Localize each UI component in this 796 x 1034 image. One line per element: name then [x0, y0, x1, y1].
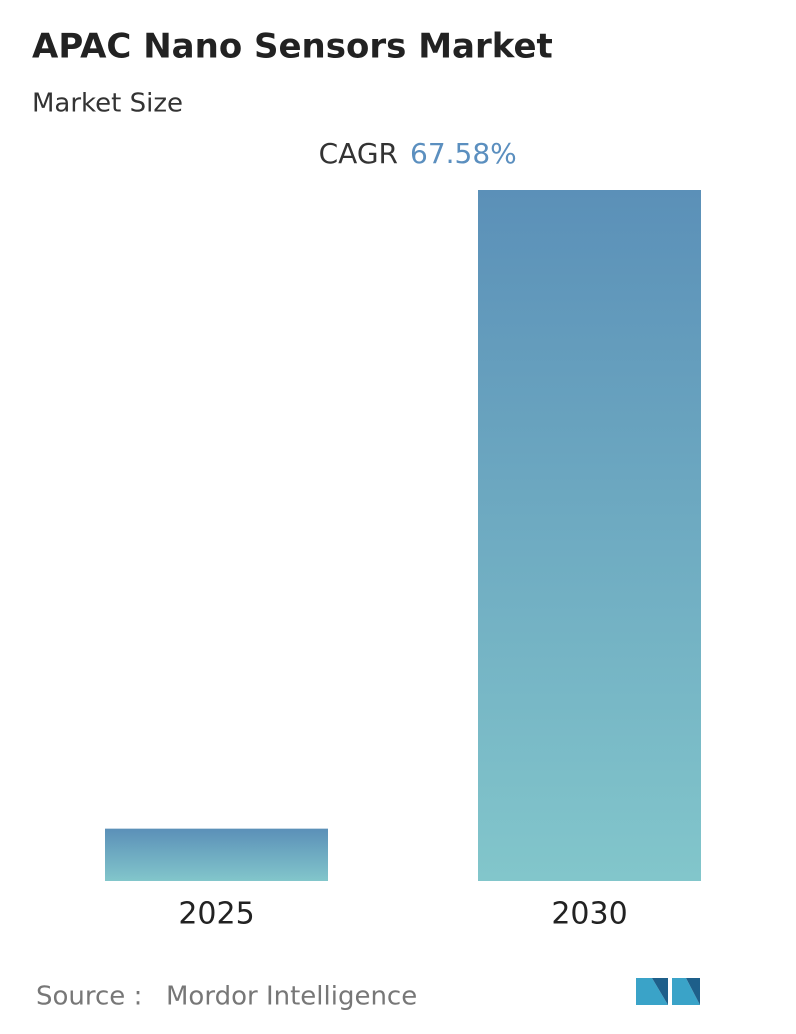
bar — [478, 190, 701, 881]
source: Mordor Intelligence — [166, 982, 417, 1012]
chart-subtitle: Market Size — [32, 89, 183, 119]
cagr-label: CAGR — [319, 137, 398, 170]
x-tick-label: 2025 — [178, 897, 254, 932]
chart-title: APAC Nano Sensors Market — [32, 27, 553, 67]
cagr-value: 67.58% — [410, 137, 517, 170]
x-tick-label: 2030 — [551, 897, 627, 932]
source-label: Source : — [36, 982, 142, 1012]
logo — [636, 978, 700, 1005]
bar — [105, 828, 328, 881]
